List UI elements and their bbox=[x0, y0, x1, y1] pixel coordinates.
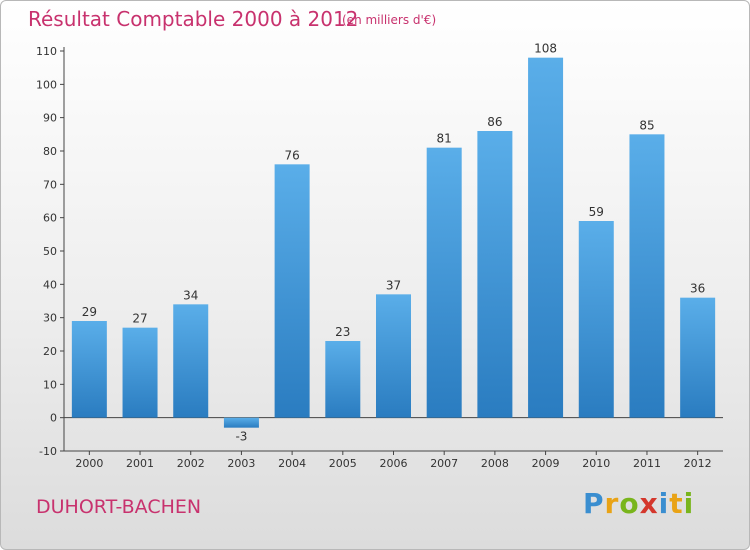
y-tick-label: 80 bbox=[43, 145, 57, 158]
data-label: 85 bbox=[639, 118, 654, 132]
x-tick-label: 2007 bbox=[430, 457, 458, 470]
y-tick-label: 50 bbox=[43, 245, 57, 258]
bar bbox=[223, 417, 259, 428]
y-tick-label: 110 bbox=[36, 45, 57, 58]
data-label: 36 bbox=[690, 282, 705, 296]
y-tick-label: 0 bbox=[50, 412, 57, 425]
bar bbox=[71, 321, 107, 418]
chart-subtitle: (en milliers d'€) bbox=[342, 13, 437, 27]
bar bbox=[477, 131, 513, 418]
y-tick-label: 90 bbox=[43, 112, 57, 125]
x-tick-label: 2010 bbox=[582, 457, 610, 470]
bar bbox=[274, 164, 310, 418]
bar bbox=[528, 57, 564, 418]
y-tick-label: 30 bbox=[43, 312, 57, 325]
x-tick-label: 2001 bbox=[126, 457, 154, 470]
bar bbox=[426, 147, 462, 418]
x-tick-label: 2011 bbox=[633, 457, 661, 470]
x-tick-label: 2006 bbox=[380, 457, 408, 470]
data-label: -3 bbox=[235, 430, 247, 444]
bar bbox=[629, 134, 665, 418]
x-tick-label: 2004 bbox=[278, 457, 306, 470]
bar bbox=[578, 221, 614, 418]
data-label: 37 bbox=[386, 278, 401, 292]
bar bbox=[376, 294, 411, 418]
y-tick-label: 40 bbox=[43, 278, 57, 291]
data-label: 27 bbox=[132, 312, 147, 326]
data-label: 81 bbox=[437, 132, 452, 146]
x-tick-label: 2002 bbox=[177, 457, 205, 470]
data-label: 59 bbox=[589, 205, 604, 219]
data-label: 29 bbox=[82, 305, 97, 319]
x-tick-label: 2008 bbox=[481, 457, 509, 470]
data-label: 23 bbox=[335, 325, 350, 339]
chart-title: Résultat Comptable 2000 à 2012 bbox=[28, 7, 359, 31]
x-tick-label: 2005 bbox=[329, 457, 357, 470]
x-tick-label: 2009 bbox=[532, 457, 560, 470]
y-tick-label: 10 bbox=[43, 378, 57, 391]
y-tick-label: 100 bbox=[36, 78, 57, 91]
data-label: 108 bbox=[534, 42, 557, 56]
bar bbox=[680, 297, 716, 418]
bar bbox=[325, 341, 361, 418]
bar bbox=[173, 304, 209, 418]
x-tick-label: 2012 bbox=[684, 457, 712, 470]
x-tick-label: 2003 bbox=[227, 457, 255, 470]
x-tick-label: 2000 bbox=[75, 457, 103, 470]
proxiti-logo: Proxiti bbox=[583, 487, 695, 520]
commune-name: DUHORT-BACHEN bbox=[36, 496, 202, 518]
data-label: 76 bbox=[284, 148, 299, 162]
data-label: 34 bbox=[183, 288, 198, 302]
data-label: 86 bbox=[487, 115, 502, 129]
y-tick-label: 20 bbox=[43, 345, 57, 358]
y-tick-label: 60 bbox=[43, 212, 57, 225]
y-tick-label: -10 bbox=[39, 445, 57, 458]
y-tick-label: 70 bbox=[43, 178, 57, 191]
bar bbox=[122, 327, 158, 418]
